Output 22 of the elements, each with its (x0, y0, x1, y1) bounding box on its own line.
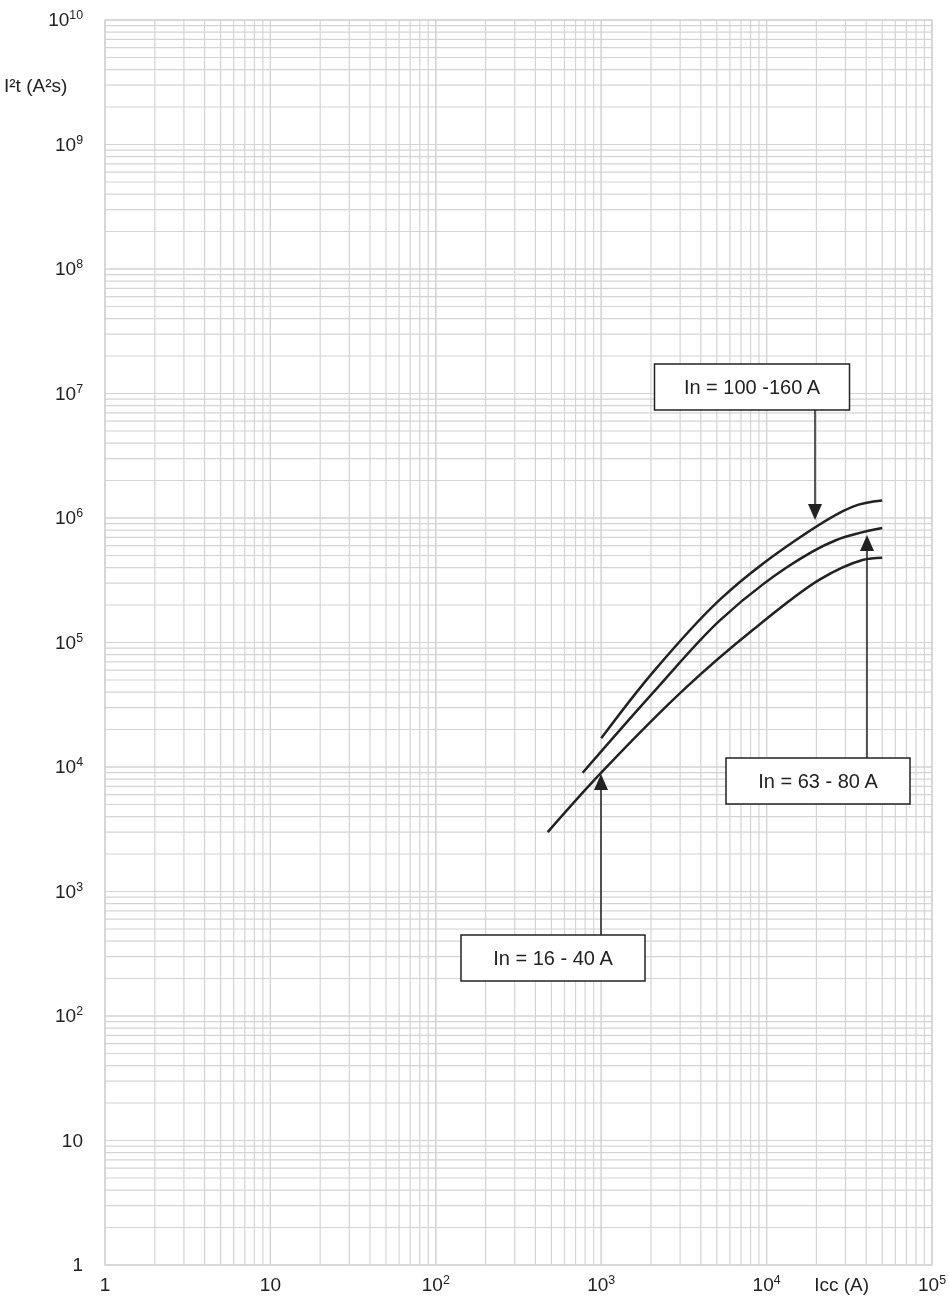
y-axis-title: I²t (A²s) (4, 75, 68, 96)
y-tick-label: 10$^{5}$ (54, 630, 84, 653)
x-tick-label: 10 (259, 1274, 281, 1295)
annotation: In = 16 - 40 A (493, 947, 614, 969)
x-tick-label: 10$^{3}$ (587, 1273, 616, 1295)
y-tick-label: 1 (72, 1254, 83, 1275)
y-tick-label: 10$^{10}$ (48, 8, 84, 30)
x-tick-label: 10$^{5}$ (917, 1273, 947, 1295)
y-tick-label: 10$^{4}$ (54, 755, 84, 777)
annotation: In = 100 -160 A (683, 376, 821, 398)
y-tick-label: 10 (61, 1129, 83, 1151)
y-tick-label: 10$^{6}$ (54, 506, 84, 528)
x-axis-title: Icc (A) (814, 1274, 870, 1295)
x-tick-label: 1 (99, 1274, 111, 1295)
y-tick-label: 10$^{3}$ (54, 879, 84, 902)
y-tick-label: 10$^{8}$ (54, 257, 84, 279)
x-tick-label: 10$^{2}$ (421, 1273, 450, 1295)
x-tick-label: 10$^{4}$ (752, 1273, 781, 1295)
y-tick-label: 10$^{2}$ (54, 1004, 84, 1026)
y-tick-label: 10$^{7}$ (54, 381, 84, 404)
y-tick-label: 10$^{9}$ (54, 132, 84, 155)
annotation: In = 63 - 80 A (758, 770, 879, 792)
